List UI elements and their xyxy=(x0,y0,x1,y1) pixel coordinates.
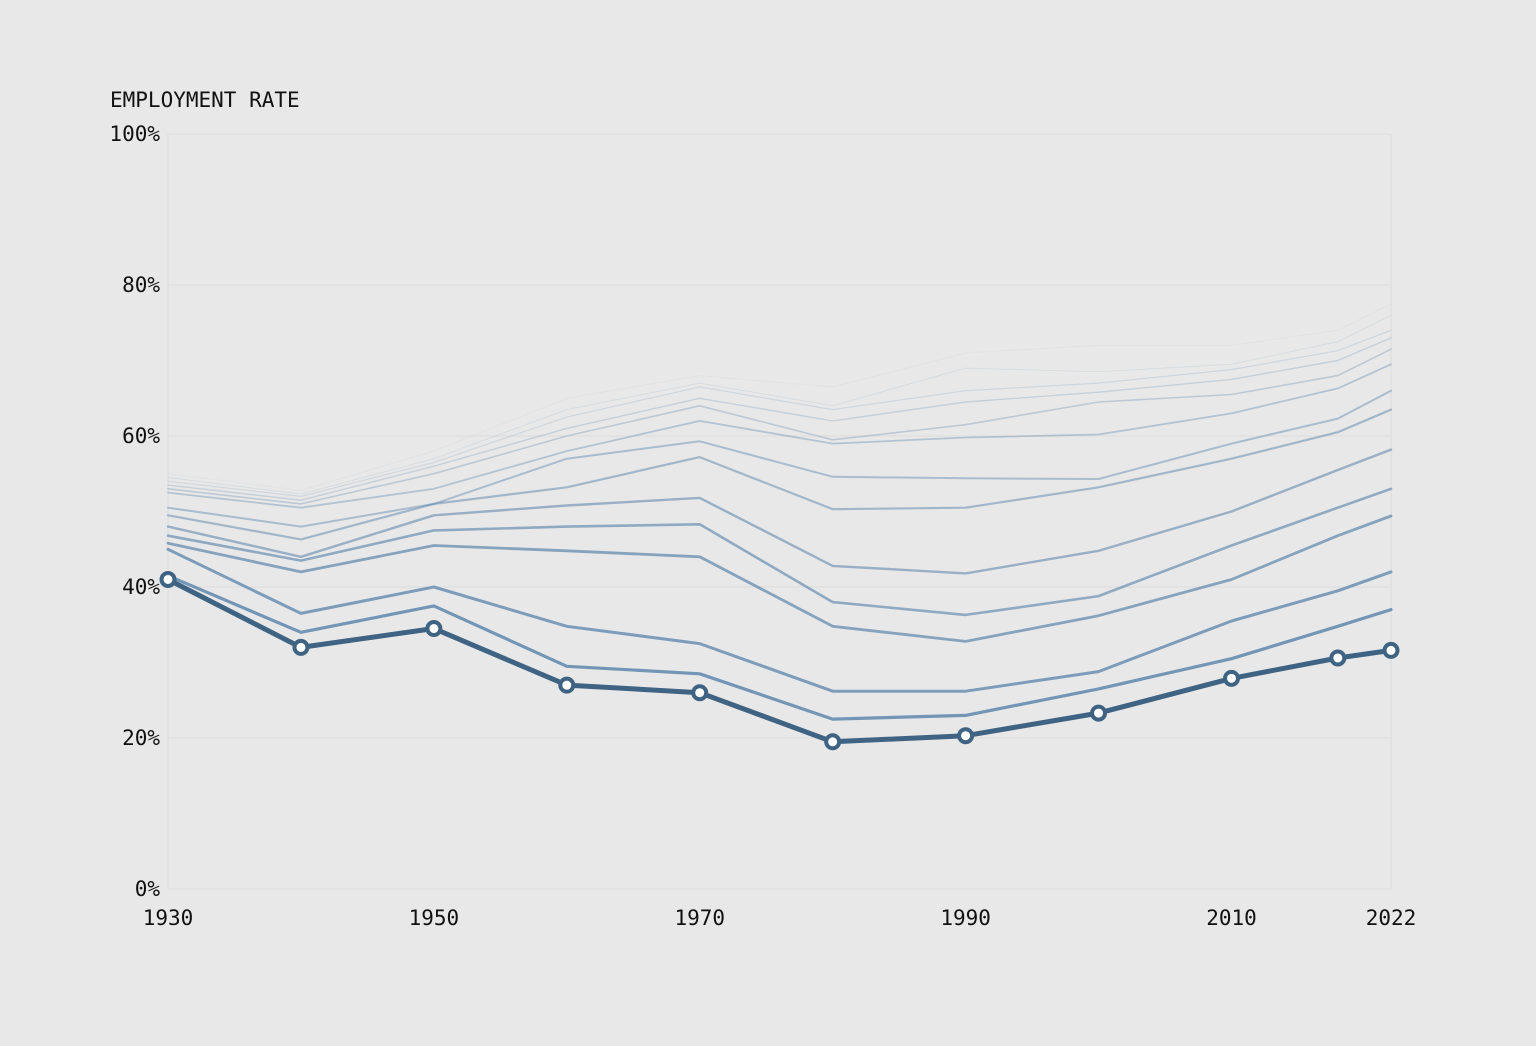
series-line-9 xyxy=(167,348,1392,505)
series-line-5 xyxy=(166,448,1393,575)
data-point-marker xyxy=(159,570,177,588)
y-tick-label: 60% xyxy=(122,424,160,448)
data-point-marker xyxy=(1382,641,1400,659)
x-tick-label: 1930 xyxy=(143,906,194,930)
x-tick-label: 1950 xyxy=(409,906,460,930)
y-axis-ticks: 0% 20% 40% 60% 80% 100% xyxy=(109,122,160,901)
series-line-4 xyxy=(166,487,1393,617)
data-point-marker xyxy=(1090,704,1108,722)
series-line-10 xyxy=(167,337,1392,501)
y-tick-label: 20% xyxy=(122,726,160,750)
x-tick-label: 1990 xyxy=(940,906,991,930)
data-point-marker xyxy=(1222,669,1240,687)
y-tick-label: 40% xyxy=(122,575,160,599)
x-tick-label: 1970 xyxy=(674,906,725,930)
series-line-3 xyxy=(166,514,1393,643)
series-line-6 xyxy=(166,408,1393,541)
y-tick-label: 0% xyxy=(135,877,161,901)
series-line-11 xyxy=(167,329,1392,497)
data-point-marker xyxy=(292,638,310,656)
series-line-7 xyxy=(167,389,1392,528)
data-point-marker xyxy=(824,733,842,751)
series-lines xyxy=(165,303,1394,745)
series-line-13 xyxy=(167,303,1392,491)
series-line-8 xyxy=(167,363,1392,509)
gridlines xyxy=(167,133,1392,890)
data-point-marker xyxy=(691,684,709,702)
data-point-marker xyxy=(957,727,975,745)
y-tick-label: 100% xyxy=(109,122,160,146)
x-axis-ticks: 1930 1950 1970 1990 2010 2022 xyxy=(143,906,1417,930)
series-line-1 xyxy=(166,574,1393,721)
highlight-markers xyxy=(159,570,1400,751)
x-tick-label: 2022 xyxy=(1366,906,1417,930)
series-line-12 xyxy=(167,314,1392,495)
y-tick-label: 80% xyxy=(122,273,160,297)
data-point-marker xyxy=(1329,649,1347,667)
data-point-marker xyxy=(425,620,443,638)
y-axis-title: EMPLOYMENT RATE xyxy=(110,88,300,112)
series-line-2 xyxy=(166,547,1393,693)
data-point-marker xyxy=(558,676,576,694)
x-tick-label: 2010 xyxy=(1206,906,1257,930)
